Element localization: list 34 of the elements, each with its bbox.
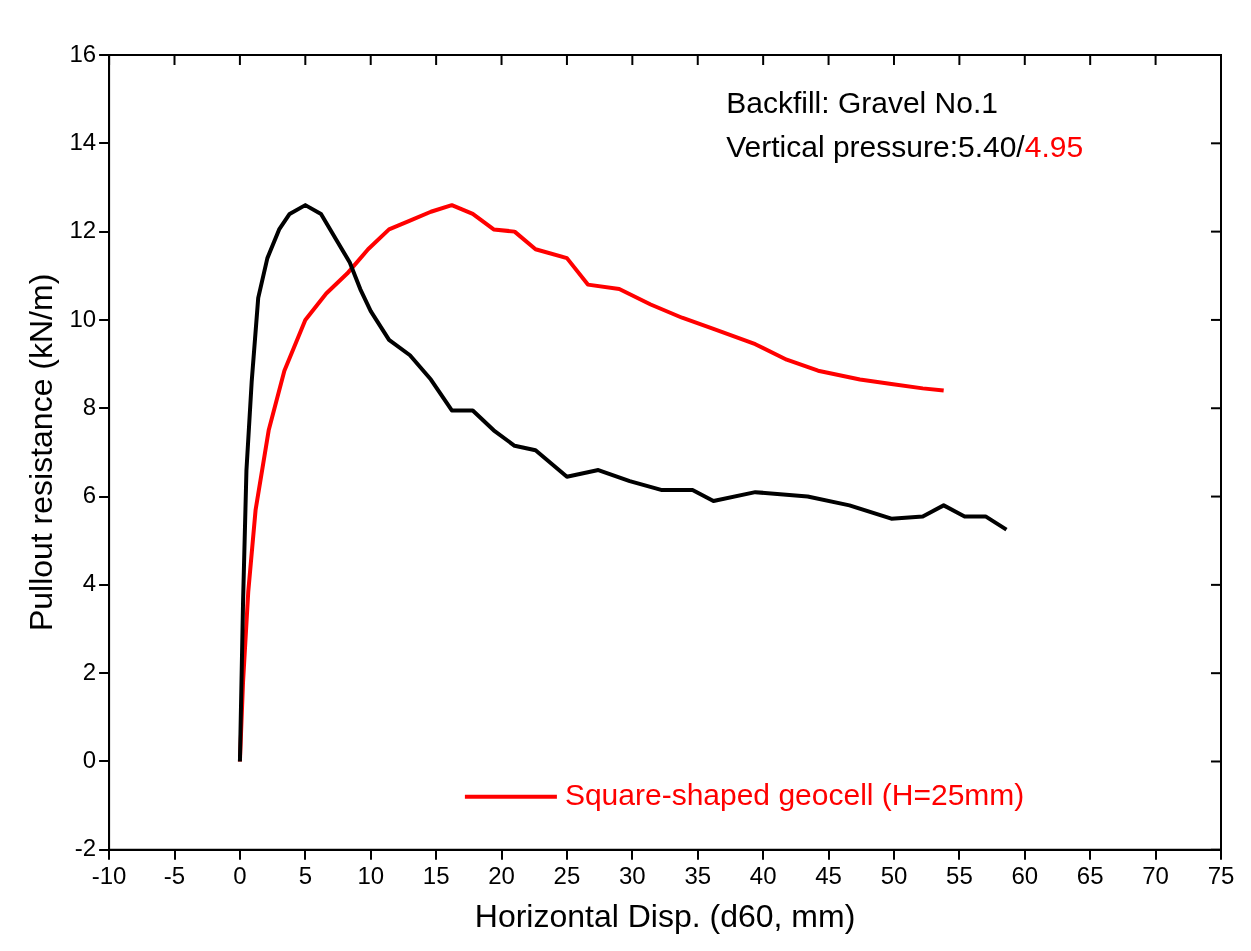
y-tick-label: 16 [69, 39, 97, 67]
x-tick-label: 55 [946, 861, 973, 889]
y-tick-label: -2 [74, 834, 97, 862]
x-tick-label: -10 [91, 861, 127, 889]
legend-label: Square-shaped geocell (H=25mm) [564, 778, 1025, 812]
x-tick-label: 70 [1142, 861, 1169, 889]
y-tick-label: 14 [69, 127, 97, 155]
x-tick-label: 10 [357, 861, 385, 889]
y-tick-label: 4 [82, 569, 97, 597]
annotation: Backfill: Gravel No.1 [726, 86, 998, 119]
x-tick-label: 65 [1076, 861, 1104, 889]
y-tick-label: 12 [69, 216, 97, 244]
y-tick-label: 8 [82, 392, 97, 420]
x-tick-label: 5 [298, 861, 312, 889]
y-tick-label: 6 [82, 481, 97, 509]
x-tick-label: 0 [233, 861, 247, 889]
y-tick-label: 2 [82, 657, 97, 685]
x-tick-label: 75 [1207, 861, 1235, 889]
y-tick-label: 0 [82, 746, 97, 774]
x-tick-label: 35 [684, 861, 712, 889]
y-axis-title: Pullout resistance (kN/m) [23, 273, 60, 632]
annotation: Vertical pressure:5.40/ [726, 130, 1026, 163]
x-tick-label: 30 [618, 861, 646, 889]
x-tick-label: 25 [553, 861, 581, 889]
x-tick-label: 45 [815, 861, 842, 889]
x-tick-label: 60 [1011, 861, 1039, 889]
x-tick-label: 15 [422, 861, 450, 889]
x-axis-title: Horizontal Disp. (d60, mm) [474, 897, 856, 934]
x-tick-label: 40 [749, 861, 777, 889]
annotation: 4.95 [1024, 130, 1084, 163]
y-tick-label: 10 [69, 304, 97, 332]
x-tick-label: 50 [880, 861, 908, 889]
x-tick-label: -5 [163, 861, 186, 889]
x-tick-label: 20 [488, 861, 515, 889]
